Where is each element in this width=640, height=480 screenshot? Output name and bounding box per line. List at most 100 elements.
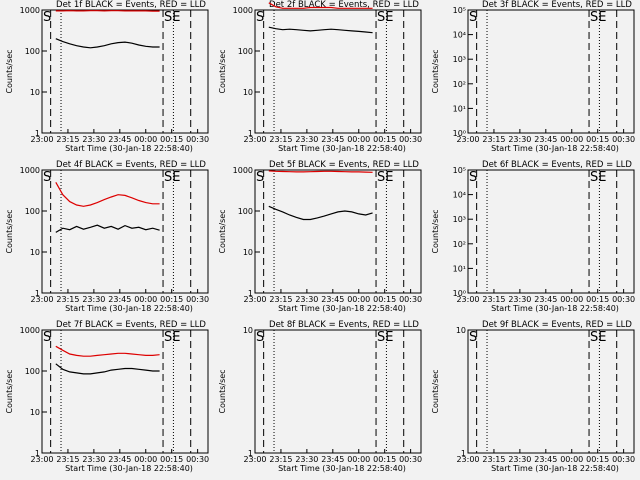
chart-title: Det 1f BLACK = Events, RED = LLD: [56, 0, 206, 10]
x-tick-label: 00:15: [160, 135, 183, 144]
annotation: S: [43, 170, 51, 185]
x-tick-label: 23:45: [534, 455, 557, 464]
y-tick-label: 1: [35, 449, 40, 458]
x-tick-label: 23:00: [243, 455, 266, 464]
y-tick-label: 1000: [20, 166, 40, 175]
data-line: [55, 182, 160, 207]
y-axis-label: Counts/sec: [5, 369, 14, 413]
data-line: [55, 363, 160, 375]
x-tick-label: 00:15: [586, 135, 609, 144]
plot-frame: [467, 169, 635, 294]
x-tick-label: 23:00: [456, 455, 479, 464]
x-tick-label: 00:00: [560, 295, 583, 304]
y-axis-label: Counts/sec: [431, 369, 440, 413]
y-tick-label: 10⁰: [453, 129, 466, 138]
annotation: S: [256, 10, 264, 25]
chart-title: Det 3f BLACK = Events, RED = LLD: [482, 0, 632, 10]
data-line: [268, 170, 373, 173]
x-tick-label: 00:00: [560, 135, 583, 144]
x-tick-label: 23:15: [269, 135, 292, 144]
x-tick-label: 00:30: [399, 135, 422, 144]
chart-title: Det 4f BLACK = Events, RED = LLD: [56, 160, 206, 170]
x-axis-label: Start Time (30-Jan-18 22:58:40): [65, 304, 193, 313]
x-tick-label: 23:30: [508, 295, 531, 304]
chart-title: Det 8f BLACK = Events, RED = LLD: [269, 320, 419, 330]
x-tick-label: 23:15: [269, 295, 292, 304]
x-tick-label: 23:00: [243, 295, 266, 304]
x-tick-label: 00:30: [186, 295, 209, 304]
plot-frame: [41, 169, 209, 294]
x-tick-label: 23:30: [295, 455, 318, 464]
x-tick-label: 00:15: [373, 295, 396, 304]
y-tick-label: 100: [238, 207, 253, 216]
x-tick-label: 00:30: [399, 295, 422, 304]
x-tick-label: 23:00: [456, 295, 479, 304]
y-tick-label: 1: [248, 129, 253, 138]
chart-title: Det 9f BLACK = Events, RED = LLD: [482, 320, 632, 330]
y-tick-label: 1000: [20, 326, 40, 335]
x-tick-label: 23:45: [321, 455, 344, 464]
x-tick-label: 23:00: [30, 135, 53, 144]
x-tick-label: 00:30: [186, 135, 209, 144]
x-tick-label: 00:15: [373, 455, 396, 464]
x-tick-label: 00:30: [612, 295, 635, 304]
y-axis-label: Counts/sec: [218, 369, 227, 413]
x-tick-label: 23:30: [82, 295, 105, 304]
x-axis-label: Start Time (30-Jan-18 22:58:40): [65, 464, 193, 473]
data-line: [55, 224, 160, 233]
y-tick-label: 100: [25, 47, 40, 56]
x-tick-label: 00:00: [134, 135, 157, 144]
x-axis-label: Start Time (30-Jan-18 22:58:40): [491, 144, 619, 153]
y-axis-label: Counts/sec: [5, 209, 14, 253]
plot-frame: [254, 169, 422, 294]
y-axis-label: Counts/sec: [218, 209, 227, 253]
x-axis-label: Start Time (30-Jan-18 22:58:40): [65, 144, 193, 153]
plot-frame: [41, 329, 209, 454]
y-tick-label: 10: [30, 408, 40, 417]
annotation: SE: [377, 170, 393, 185]
x-tick-label: 23:30: [295, 295, 318, 304]
y-tick-label: 10³: [453, 55, 466, 64]
x-tick-label: 00:15: [373, 135, 396, 144]
chart-title: Det 7f BLACK = Events, RED = LLD: [56, 320, 206, 330]
y-tick-label: 10⁴: [453, 191, 466, 200]
annotation: SE: [377, 330, 393, 345]
data-line: [268, 205, 373, 221]
y-axis-label: Counts/sec: [431, 209, 440, 253]
x-tick-label: 23:15: [269, 455, 292, 464]
annotation: SE: [590, 330, 606, 345]
x-tick-label: 23:15: [56, 295, 79, 304]
annotation: SE: [377, 10, 393, 25]
x-tick-label: 00:30: [399, 455, 422, 464]
x-tick-label: 00:15: [586, 455, 609, 464]
y-tick-label: 100: [25, 367, 40, 376]
x-tick-label: 23:45: [108, 135, 131, 144]
plot-frame: [467, 329, 635, 454]
y-tick-label: 1: [248, 449, 253, 458]
x-tick-label: 00:00: [134, 295, 157, 304]
y-tick-label: 10¹: [453, 264, 466, 273]
x-tick-label: 23:30: [295, 135, 318, 144]
x-tick-label: 00:15: [160, 455, 183, 464]
x-tick-label: 23:00: [243, 135, 266, 144]
annotation: SE: [590, 10, 606, 25]
annotation: S: [469, 330, 477, 345]
x-axis-label: Start Time (30-Jan-18 22:58:40): [491, 464, 619, 473]
x-tick-label: 00:15: [586, 295, 609, 304]
x-axis-label: Start Time (30-Jan-18 22:58:40): [278, 304, 406, 313]
x-tick-label: 00:30: [612, 135, 635, 144]
y-axis-label: Counts/sec: [5, 49, 14, 93]
x-axis-label: Start Time (30-Jan-18 22:58:40): [278, 144, 406, 153]
annotation: SE: [164, 10, 180, 25]
y-tick-label: 1: [35, 129, 40, 138]
x-tick-label: 23:45: [108, 295, 131, 304]
x-tick-label: 23:45: [321, 135, 344, 144]
y-tick-label: 10⁴: [453, 31, 466, 40]
x-tick-label: 00:00: [134, 455, 157, 464]
x-tick-label: 23:30: [508, 455, 531, 464]
x-tick-label: 00:30: [186, 455, 209, 464]
chart-title: Det 6f BLACK = Events, RED = LLD: [482, 160, 632, 170]
y-axis-label: Counts/sec: [431, 49, 440, 93]
y-tick-label: 10³: [453, 215, 466, 224]
